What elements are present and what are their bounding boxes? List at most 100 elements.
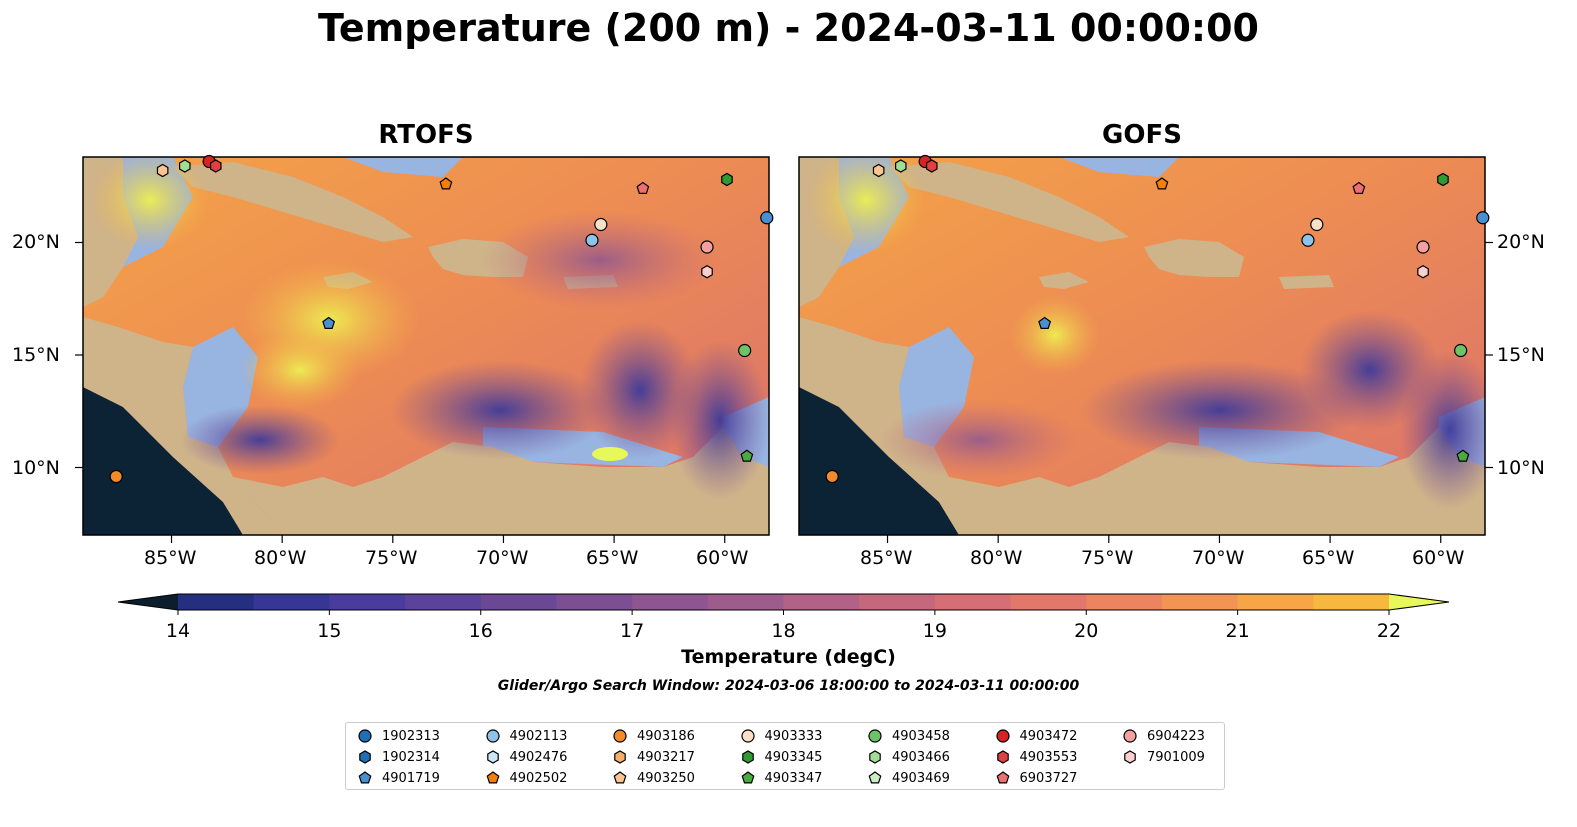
- colorbar-bin: [556, 594, 633, 610]
- legend-item: 6903727: [994, 768, 1078, 788]
- colorbar-bin: [1237, 594, 1314, 610]
- platform-marker: [1301, 233, 1315, 247]
- colorbar-bin: [405, 594, 482, 610]
- platform-marker: [760, 211, 774, 225]
- legend-label: 4903186: [637, 728, 695, 744]
- legend-item: 4903553: [994, 747, 1078, 767]
- legend-marker: [613, 771, 627, 784]
- platform-marker: [1038, 316, 1052, 329]
- lon-label: 65°W: [1302, 547, 1355, 569]
- legend-marker-icon: [869, 750, 881, 764]
- legend-item: 4901719: [356, 768, 440, 788]
- map-title-gofs: GOFS: [1102, 120, 1182, 150]
- legend-marker-icon: [1123, 729, 1137, 743]
- platform-marker: [700, 240, 714, 254]
- legend-label: 4902113: [509, 728, 568, 744]
- colorbar-label: Temperature (degC): [681, 646, 896, 668]
- colorbar-tick-label: 22: [1376, 620, 1402, 642]
- legend-item: 7901009: [1121, 747, 1205, 767]
- legend-item: 4903333: [739, 726, 823, 746]
- legend-marker-icon: [486, 771, 499, 784]
- colorbar-tick-label: 15: [317, 620, 342, 642]
- colorbar-bin: [1161, 594, 1239, 610]
- platform-marker: [1310, 217, 1324, 232]
- legend-label: 4903472: [1019, 728, 1078, 744]
- platform-marker: [925, 159, 938, 173]
- legend-label: 4903466: [892, 749, 950, 765]
- legend-item: 4903186: [611, 726, 695, 746]
- colorbar-bin: [859, 594, 936, 610]
- lon-label: 60°W: [696, 547, 749, 569]
- lon-label: 85°W: [860, 547, 913, 569]
- colorbar-extend-high: [1389, 594, 1449, 610]
- legend-marker: [614, 750, 626, 764]
- colorbar-tick-label: 18: [771, 620, 796, 642]
- legend-label: 4903250: [637, 770, 695, 786]
- legend-label: 4902476: [509, 749, 568, 765]
- legend-marker: [996, 750, 1009, 764]
- platform-marker: [179, 159, 191, 173]
- legend-marker: [741, 750, 754, 764]
- legend-marker: [358, 771, 372, 784]
- legend-marker-icon: [613, 771, 627, 784]
- legend-label: 6903727: [1019, 770, 1078, 786]
- legend-label: 4903333: [764, 728, 823, 744]
- legend-item: 4903250: [611, 768, 695, 788]
- colorbar-bin: [480, 594, 558, 610]
- legend-item: 4903345: [739, 747, 823, 767]
- lat-label: 15°N: [1497, 344, 1545, 366]
- lat-label: 15°N: [12, 344, 60, 366]
- legend-marker: [1124, 750, 1136, 764]
- legend-item: 4903347: [739, 768, 823, 788]
- legend-marker: [486, 771, 499, 784]
- legend-marker-icon: [996, 750, 1009, 764]
- legend-marker-icon: [486, 750, 499, 764]
- lon-label: 75°W: [1081, 547, 1134, 569]
- legend-label: 4903553: [1019, 749, 1078, 765]
- colorbar-extend-low: [118, 594, 178, 610]
- platform-marker: [636, 181, 650, 194]
- platform-marker: [209, 159, 222, 173]
- legend-label: 4903469: [892, 770, 950, 786]
- legend-marker-icon: [613, 729, 627, 743]
- legend-item: 4903458: [866, 726, 950, 746]
- platform-marker: [109, 469, 123, 484]
- legend-marker: [995, 729, 1010, 743]
- legend-label: 4903345: [764, 749, 823, 765]
- legend-item: 1902313: [356, 726, 440, 746]
- legend-marker: [359, 750, 371, 764]
- legend-label: 4903458: [892, 728, 950, 744]
- gofs-map: [798, 156, 1486, 536]
- legend-marker-icon: [868, 729, 882, 743]
- legend-marker-icon: [995, 729, 1010, 743]
- rtofs-map: [82, 156, 770, 536]
- lon-label: 80°W: [254, 547, 307, 569]
- figure-title: Temperature (200 m) - 2024-03-11 00:00:0…: [317, 6, 1259, 50]
- legend-item: 4902502: [484, 768, 567, 788]
- legend-label: 4903347: [764, 770, 823, 786]
- legend-item: 4903466: [866, 747, 950, 767]
- legend-marker: [869, 750, 881, 764]
- legend-marker: [996, 771, 1009, 784]
- legend-label: 1902313: [382, 728, 440, 744]
- colorbar-tick-label: 20: [1074, 620, 1099, 642]
- colorbar-bin: [783, 594, 860, 610]
- legend-marker: [486, 750, 499, 764]
- lat-label: 20°N: [12, 231, 60, 253]
- platform-marker: [1416, 240, 1430, 254]
- platform-marker: [439, 177, 453, 190]
- lon-label: 75°W: [365, 547, 418, 569]
- legend-marker: [358, 729, 372, 743]
- colorbar: [117, 593, 1450, 615]
- legend-marker-icon: [1124, 750, 1136, 764]
- colorbar-bin: [253, 594, 330, 610]
- platform-marker: [825, 469, 839, 484]
- platform-marker: [1352, 181, 1366, 194]
- colorbar-bin: [934, 594, 1012, 610]
- lon-label: 70°W: [1192, 547, 1245, 569]
- legend-item: 1902314: [356, 747, 440, 767]
- legend-label: 6904223: [1147, 728, 1205, 744]
- lon-label: 70°W: [476, 547, 529, 569]
- colorbar-bin: [1086, 594, 1163, 610]
